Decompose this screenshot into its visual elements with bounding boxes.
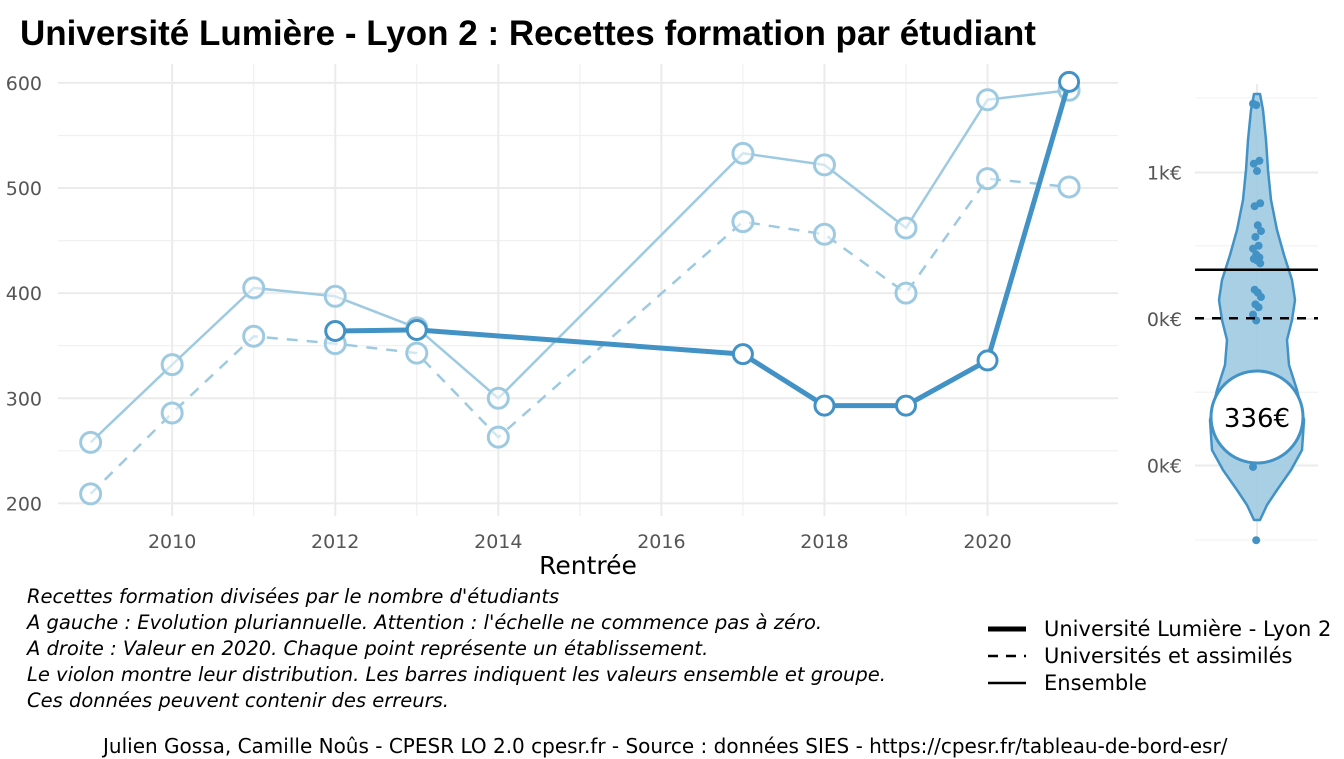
y-tick-label: 400 bbox=[6, 283, 42, 305]
note-line: Recettes formation divisées par le nombr… bbox=[27, 585, 560, 608]
x-tick-label: 2018 bbox=[800, 531, 848, 553]
series-point-ensemble bbox=[323, 284, 347, 308]
series-point-universit-s-et-assimil-s bbox=[976, 167, 1000, 191]
legend-label: Universités et assimilés bbox=[1044, 643, 1293, 668]
series-point-universit-lumi-re-lyon-2 bbox=[895, 394, 917, 417]
x-tick-label: 2014 bbox=[474, 531, 522, 553]
series-point-universit-lumi-re-lyon-2 bbox=[324, 319, 347, 342]
y-tick-label: 500 bbox=[6, 178, 42, 200]
legend-key-solid-icon bbox=[988, 681, 1026, 684]
violin-point bbox=[1250, 202, 1259, 211]
violin-y-tick-label: 1k€ bbox=[1147, 163, 1182, 185]
legend-label: Université Lumière - Lyon 2 bbox=[1044, 616, 1332, 641]
legend-label: Ensemble bbox=[1044, 670, 1147, 695]
series-point-universit-s-et-assimil-s bbox=[812, 222, 836, 246]
legend-item-lyon2: Université Lumière - Lyon 2 bbox=[988, 615, 1331, 642]
x-tick-label: 2020 bbox=[963, 531, 1011, 553]
y-tick-label: 300 bbox=[6, 388, 42, 410]
series-point-universit-lumi-re-lyon-2 bbox=[731, 343, 754, 366]
note-line: Ces données peuvent contenir des erreurs… bbox=[27, 689, 449, 712]
violin-point bbox=[1252, 536, 1261, 545]
series-point-ensemble bbox=[486, 386, 510, 410]
main-y-ticks: 200 300 400 500 600 bbox=[6, 73, 42, 515]
series-point-ensemble bbox=[976, 88, 1000, 112]
y-tick-label: 600 bbox=[6, 73, 42, 95]
chart-title: Université Lumière - Lyon 2 : Recettes f… bbox=[20, 14, 1036, 53]
note-line: A gauche : Evolution pluriannuelle. Atte… bbox=[27, 611, 823, 634]
legend-key-solid-bold-icon bbox=[988, 626, 1026, 631]
y-tick-label: 200 bbox=[6, 493, 42, 515]
series-point-ensemble bbox=[731, 141, 755, 165]
violin-y-tick-label: 0k€ bbox=[1147, 309, 1182, 331]
series-point-ensemble bbox=[894, 216, 918, 240]
violin-panel: 1k€ 0k€ 0k€ 336€ bbox=[1147, 84, 1318, 545]
series-line-universit-lumi-re-lyon-2 bbox=[335, 81, 1072, 409]
series-point-universit-s-et-assimil-s bbox=[731, 210, 755, 234]
series-point-universit-lumi-re-lyon-2 bbox=[813, 394, 836, 417]
series-point-ensemble bbox=[160, 353, 184, 377]
violin-point bbox=[1249, 244, 1257, 253]
violin-point bbox=[1254, 303, 1263, 312]
series-point-universit-s-et-assimil-s bbox=[1057, 175, 1081, 199]
note-line: Le violon montre leur distribution. Les … bbox=[27, 663, 886, 686]
violin-y-tick-label: 0k€ bbox=[1147, 456, 1182, 478]
legend: Université Lumière - Lyon 2 Universités … bbox=[988, 615, 1331, 696]
violin-point bbox=[1257, 293, 1265, 302]
x-axis-title: Rentrée bbox=[539, 551, 637, 580]
violin-point bbox=[1249, 462, 1257, 471]
x-tick-label: 2016 bbox=[637, 531, 685, 553]
series-point-universit-lumi-re-lyon-2 bbox=[405, 318, 428, 341]
series-point-universit-s-et-assimil-s bbox=[79, 482, 103, 506]
series-point-universit-s-et-assimil-s bbox=[405, 341, 429, 365]
note-line: A droite : Valeur en 2020. Chaque point … bbox=[27, 637, 709, 660]
series-point-ensemble bbox=[79, 430, 103, 454]
main-x-ticks: 2010 2012 2014 2016 2018 2020 bbox=[148, 531, 1012, 553]
violin-point bbox=[1256, 259, 1265, 268]
series-point-universit-s-et-assimil-s bbox=[242, 324, 266, 348]
legend-key-dashed-icon bbox=[988, 654, 1026, 657]
series-point-universit-s-et-assimil-s bbox=[160, 401, 184, 425]
violin-point bbox=[1257, 227, 1265, 236]
series-point-universit-s-et-assimil-s bbox=[894, 281, 918, 305]
series-point-universit-lumi-re-lyon-2 bbox=[976, 349, 999, 372]
value-bubble bbox=[1209, 369, 1305, 465]
violin-point bbox=[1253, 221, 1262, 230]
legend-item-ensemble: Ensemble bbox=[988, 669, 1331, 696]
value-bubble-label: 336€ bbox=[1224, 404, 1290, 434]
series-point-universit-s-et-assimil-s bbox=[486, 425, 510, 449]
series-point-ensemble bbox=[812, 153, 836, 177]
violin-point bbox=[1249, 159, 1258, 168]
violin-point bbox=[1249, 310, 1257, 319]
series-point-universit-lumi-re-lyon-2 bbox=[1058, 70, 1081, 93]
chart-caption: Julien Gossa, Camille Noûs - CPESR LO 2.… bbox=[103, 734, 1228, 758]
violin-point bbox=[1253, 167, 1261, 176]
x-tick-label: 2010 bbox=[148, 531, 196, 553]
violin-point bbox=[1252, 101, 1261, 110]
main-grid bbox=[58, 64, 1118, 516]
main-series bbox=[79, 70, 1081, 506]
x-tick-label: 2012 bbox=[311, 531, 359, 553]
series-point-ensemble bbox=[242, 276, 266, 300]
violin-point bbox=[1251, 232, 1260, 241]
chart-notes: Recettes formation divisées par le nombr… bbox=[27, 584, 886, 714]
chart-svg: 200 300 400 500 600 2010 2012 2014 2016 2018 2020… bbox=[6, 64, 1318, 580]
legend-item-universites: Universités et assimilés bbox=[988, 642, 1331, 669]
